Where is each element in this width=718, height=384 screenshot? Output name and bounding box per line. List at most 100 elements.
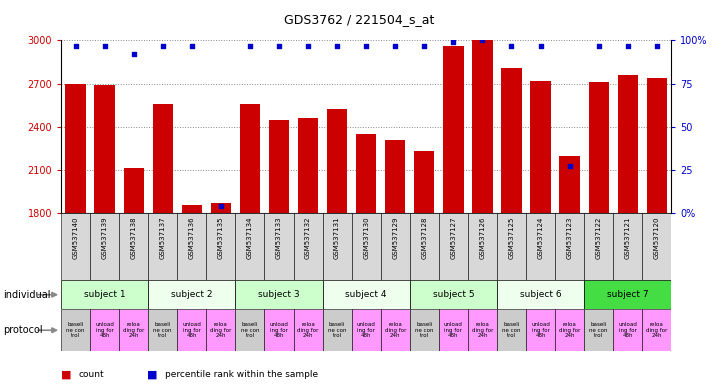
Bar <box>123 168 144 213</box>
Bar <box>613 309 643 351</box>
Bar <box>264 213 294 280</box>
Text: baseli
ne con
trol: baseli ne con trol <box>241 322 259 338</box>
Bar <box>381 213 410 280</box>
Bar <box>410 280 497 309</box>
Bar <box>559 156 580 213</box>
Text: reloa
ding for
24h: reloa ding for 24h <box>646 322 668 338</box>
Bar <box>182 205 202 213</box>
Bar <box>617 75 638 213</box>
Bar <box>148 280 236 309</box>
Bar <box>643 213 671 280</box>
Bar <box>119 309 148 351</box>
Point <box>215 203 227 209</box>
Point <box>70 43 81 49</box>
Text: GSM537132: GSM537132 <box>305 217 311 259</box>
Bar <box>555 309 584 351</box>
Text: unload
ing for
48h: unload ing for 48h <box>618 322 637 338</box>
Bar <box>497 280 584 309</box>
Text: GSM537125: GSM537125 <box>508 217 515 259</box>
Text: unload
ing for
48h: unload ing for 48h <box>182 322 201 338</box>
Bar <box>526 309 555 351</box>
Bar <box>589 82 609 213</box>
Text: baseli
ne con
trol: baseli ne con trol <box>502 322 521 338</box>
Text: baseli
ne con
trol: baseli ne con trol <box>154 322 172 338</box>
Text: GSM537128: GSM537128 <box>421 217 427 259</box>
Bar <box>410 213 439 280</box>
Text: subject 6: subject 6 <box>520 290 561 299</box>
Bar <box>443 46 464 213</box>
Text: baseli
ne con
trol: baseli ne con trol <box>328 322 346 338</box>
Text: subject 3: subject 3 <box>258 290 300 299</box>
Bar <box>119 213 148 280</box>
Text: GSM537135: GSM537135 <box>218 217 224 259</box>
Text: GSM537138: GSM537138 <box>131 217 136 259</box>
Bar <box>584 309 613 351</box>
Text: unload
ing for
48h: unload ing for 48h <box>95 322 114 338</box>
Text: unload
ing for
48h: unload ing for 48h <box>444 322 463 338</box>
Bar <box>177 213 206 280</box>
Bar <box>298 118 318 213</box>
Bar <box>294 213 322 280</box>
Text: subject 5: subject 5 <box>432 290 474 299</box>
Text: count: count <box>79 370 105 379</box>
Bar <box>352 309 381 351</box>
Point <box>389 43 401 49</box>
Bar <box>497 213 526 280</box>
Bar <box>472 40 493 213</box>
Point <box>477 37 488 43</box>
Text: GSM537139: GSM537139 <box>102 217 108 259</box>
Bar <box>410 309 439 351</box>
Bar <box>439 309 468 351</box>
Point <box>447 39 459 45</box>
Point <box>505 43 517 49</box>
Bar <box>439 213 468 280</box>
Bar <box>385 140 406 213</box>
Text: GSM537137: GSM537137 <box>159 217 166 259</box>
Point <box>535 43 546 49</box>
Bar <box>210 203 231 213</box>
Text: subject 7: subject 7 <box>607 290 648 299</box>
Bar <box>501 68 522 213</box>
Point <box>274 43 285 49</box>
Text: subject 4: subject 4 <box>345 290 387 299</box>
Text: unload
ing for
48h: unload ing for 48h <box>269 322 289 338</box>
Text: GSM537121: GSM537121 <box>625 217 630 259</box>
Text: subject 1: subject 1 <box>84 290 126 299</box>
Point <box>302 43 314 49</box>
Text: percentile rank within the sample: percentile rank within the sample <box>165 370 318 379</box>
Text: unload
ing for
48h: unload ing for 48h <box>531 322 550 338</box>
Point <box>622 43 633 49</box>
Point <box>360 43 372 49</box>
Bar <box>90 309 119 351</box>
Bar <box>264 309 294 351</box>
Bar <box>613 213 643 280</box>
Bar <box>322 280 410 309</box>
Text: GSM537126: GSM537126 <box>480 217 485 259</box>
Text: GSM537130: GSM537130 <box>363 217 369 259</box>
Text: individual: individual <box>4 290 51 300</box>
Bar <box>555 213 584 280</box>
Point <box>564 164 575 170</box>
Text: reloa
ding for
24h: reloa ding for 24h <box>297 322 319 338</box>
Bar <box>240 104 260 213</box>
Bar <box>148 213 177 280</box>
Bar <box>584 213 613 280</box>
Text: baseli
ne con
trol: baseli ne con trol <box>415 322 434 338</box>
Text: GSM537129: GSM537129 <box>392 217 398 259</box>
Bar <box>206 213 236 280</box>
Text: baseli
ne con
trol: baseli ne con trol <box>66 322 85 338</box>
Text: GSM537134: GSM537134 <box>247 217 253 259</box>
Text: reloa
ding for
24h: reloa ding for 24h <box>559 322 580 338</box>
Bar <box>526 213 555 280</box>
Text: GSM537120: GSM537120 <box>654 217 660 259</box>
Text: ■: ■ <box>61 369 72 379</box>
Point <box>244 43 256 49</box>
Bar <box>61 213 90 280</box>
Text: GSM537127: GSM537127 <box>450 217 457 259</box>
Text: GSM537131: GSM537131 <box>334 217 340 259</box>
Bar <box>236 309 264 351</box>
Text: GSM537123: GSM537123 <box>567 217 573 259</box>
Text: reloa
ding for
24h: reloa ding for 24h <box>210 322 232 338</box>
Bar <box>148 309 177 351</box>
Bar <box>531 81 551 213</box>
